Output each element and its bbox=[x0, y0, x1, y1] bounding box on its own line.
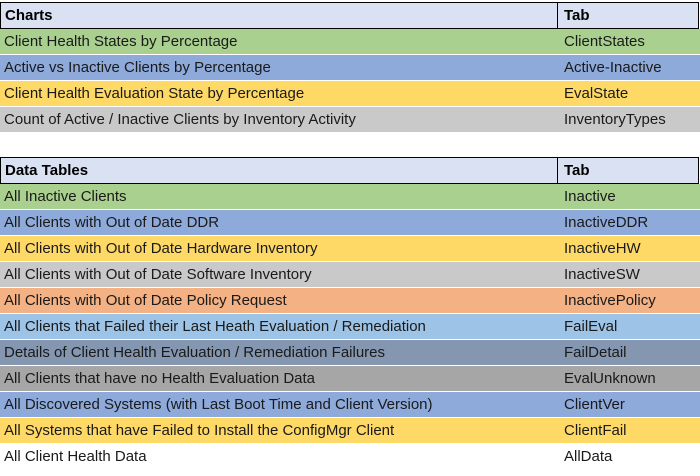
table-row[interactable]: All Clients with Out of Date Software In… bbox=[0, 262, 700, 287]
table-header-tab-cell: Tab bbox=[564, 7, 590, 24]
row-description-cell[interactable]: All Discovered Systems (with Last Boot T… bbox=[4, 396, 433, 413]
row-description-cell[interactable]: Details of Client Health Evaluation / Re… bbox=[4, 344, 386, 361]
row-description-cell[interactable]: All Systems that have Failed to Install … bbox=[4, 422, 395, 439]
row-description-cell[interactable]: Active vs Inactive Clients by Percentage bbox=[4, 59, 271, 76]
table-row[interactable]: Client Health States by Percentage Client… bbox=[0, 29, 700, 54]
row-description-cell[interactable]: Count of Active / Inactive Clients by In… bbox=[4, 111, 356, 128]
table-row[interactable]: All Systems that have Failed to Install … bbox=[0, 418, 700, 443]
table-row[interactable]: All Clients that Failed their Last Heath… bbox=[0, 314, 700, 339]
table-row[interactable]: All Clients with Out of Date Policy Requ… bbox=[0, 288, 700, 313]
row-description-cell[interactable]: All Clients with Out of Date Software In… bbox=[4, 266, 312, 283]
charts-table: Charts Tab Client Health States by Perce… bbox=[0, 2, 700, 132]
row-tab-cell[interactable]: InactiveHW bbox=[564, 240, 641, 257]
table-header: Data Tables Tab bbox=[0, 157, 699, 184]
table-row[interactable]: All Clients with Out of Date Hardware In… bbox=[0, 236, 700, 261]
row-description-cell[interactable]: All Client Health Data bbox=[4, 448, 147, 465]
row-tab-cell[interactable]: InventoryTypes bbox=[564, 111, 666, 128]
row-tab-cell[interactable]: InactiveSW bbox=[564, 266, 640, 283]
table-row[interactable]: Details of Client Health Evaluation / Re… bbox=[0, 340, 700, 365]
row-tab-cell[interactable]: ClientStates bbox=[564, 33, 645, 50]
row-tab-cell[interactable]: InactiveDDR bbox=[564, 214, 649, 231]
table-header-title-cell: Data Tables bbox=[1, 158, 558, 183]
row-description-cell[interactable]: All Clients that have no Health Evaluati… bbox=[4, 370, 316, 387]
table-row[interactable]: All Inactive Clients Inactive bbox=[0, 184, 700, 209]
row-tab-cell[interactable]: Inactive bbox=[564, 188, 616, 205]
table-header: Charts Tab bbox=[0, 2, 699, 29]
row-tab-cell[interactable]: FailDetail bbox=[564, 344, 627, 361]
table-row[interactable]: All Clients that have no Health Evaluati… bbox=[0, 366, 700, 391]
row-description-cell[interactable]: Client Health States by Percentage bbox=[4, 33, 238, 50]
table-row[interactable]: All Client Health Data AllData bbox=[0, 444, 700, 469]
table-row[interactable]: Active vs Inactive Clients by Percentage… bbox=[0, 55, 700, 80]
row-tab-cell[interactable]: ClientVer bbox=[564, 396, 625, 413]
row-description-cell[interactable]: All Clients that Failed their Last Heath… bbox=[4, 318, 426, 335]
row-tab-cell[interactable]: InactivePolicy bbox=[564, 292, 656, 309]
row-description-cell[interactable]: All Inactive Clients bbox=[4, 188, 127, 205]
row-tab-cell[interactable]: ClientFail bbox=[564, 422, 627, 439]
row-description-cell[interactable]: All Clients with Out of Date DDR bbox=[4, 214, 220, 231]
row-description-cell[interactable]: Client Health Evaluation State by Percen… bbox=[4, 85, 305, 102]
row-tab-cell[interactable]: EvalUnknown bbox=[564, 370, 656, 387]
table-row[interactable]: Count of Active / Inactive Clients by In… bbox=[0, 107, 700, 132]
table-row[interactable]: Client Health Evaluation State by Percen… bbox=[0, 81, 700, 106]
row-tab-cell[interactable]: FailEval bbox=[564, 318, 618, 335]
row-tab-cell[interactable]: Active-Inactive bbox=[564, 59, 662, 76]
table-header-tab-cell: Tab bbox=[564, 162, 590, 179]
row-description-cell[interactable]: All Clients with Out of Date Hardware In… bbox=[4, 240, 318, 257]
table-gap bbox=[0, 133, 700, 157]
row-description-cell[interactable]: All Clients with Out of Date Policy Requ… bbox=[4, 292, 287, 309]
row-tab-cell[interactable]: AllData bbox=[564, 448, 613, 465]
data-tables-table: Data Tables Tab All Inactive Clients Inac… bbox=[0, 157, 700, 469]
table-row[interactable]: All Clients with Out of Date DDR Inactive… bbox=[0, 210, 700, 235]
table-header-title-cell: Charts bbox=[1, 3, 558, 28]
table-row[interactable]: All Discovered Systems (with Last Boot T… bbox=[0, 392, 700, 417]
row-tab-cell[interactable]: EvalState bbox=[564, 85, 629, 102]
